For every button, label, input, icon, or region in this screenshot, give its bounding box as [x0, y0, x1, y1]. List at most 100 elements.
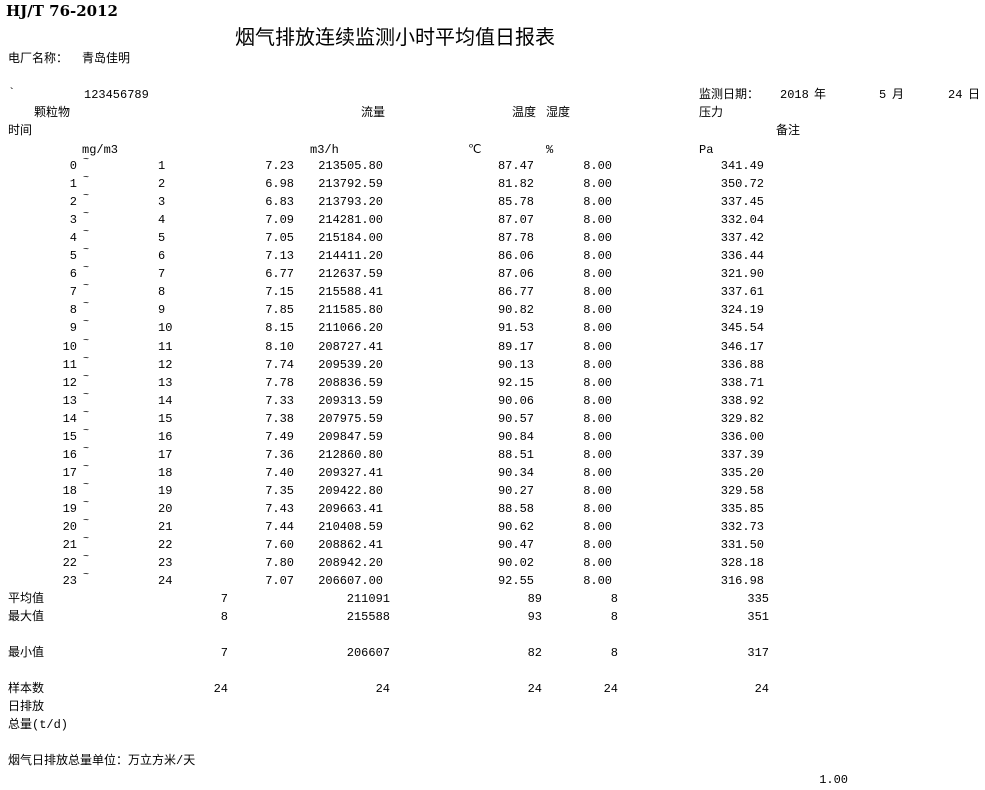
report-title: 烟气排放连续监测小时平均值日报表	[235, 25, 555, 49]
tilde-mark: ~	[83, 335, 90, 347]
min-humidity: 8	[610, 646, 618, 660]
hour-end: 1	[158, 159, 166, 173]
temperature-value: 90.06	[497, 393, 534, 408]
humidity-value: 8.00	[583, 357, 612, 372]
humidity-value: 8.00	[583, 303, 612, 318]
particulate-value: 7.60	[265, 538, 294, 553]
hour-end: 16	[158, 429, 173, 444]
temperature-value: 90.34	[497, 465, 534, 480]
pressure-value: 331.50	[720, 538, 764, 553]
unit-flow: m3/h	[310, 143, 339, 157]
flow-value: 208942.20	[318, 556, 383, 571]
particulate-value: 7.40	[265, 465, 294, 480]
hour-start: 5	[69, 249, 77, 264]
tilde-mark: ~	[83, 425, 90, 437]
humidity-value: 8.00	[583, 393, 612, 408]
particulate-value: 7.80	[265, 556, 294, 571]
particulate-value: 8.10	[265, 339, 294, 354]
hour-start: 7	[69, 285, 77, 300]
particulate-value: 7.23	[265, 159, 294, 173]
humidity-value: 8.00	[583, 411, 612, 426]
day: 24	[948, 88, 963, 102]
tilde-mark: ~	[83, 443, 90, 455]
humidity-value: 8.00	[583, 231, 612, 246]
tilde-mark: ~	[83, 317, 90, 329]
unit-humidity: %	[546, 143, 554, 157]
humidity-value: 8.00	[583, 501, 612, 516]
hour-end: 11	[158, 339, 173, 354]
temperature-value: 87.07	[497, 213, 534, 228]
pressure-value: 336.00	[720, 429, 764, 444]
flow-value: 208836.59	[318, 375, 383, 390]
flow-value: 209663.41	[318, 501, 383, 516]
hour-end: 6	[158, 249, 166, 264]
temperature-value: 92.15	[497, 375, 534, 390]
temperature-value: 90.84	[497, 429, 534, 444]
hour-start: 23	[62, 574, 77, 589]
pressure-value: 338.71	[720, 375, 764, 390]
particulate-value: 7.15	[265, 285, 294, 300]
standard-code: HJ/T 76-2012	[6, 2, 118, 20]
unit-pressure: Pa	[699, 143, 714, 157]
average-pressure: 335	[747, 592, 769, 606]
average-label: 平均值	[8, 592, 45, 606]
hour-start: 13	[62, 393, 77, 408]
flow-value: 215184.00	[318, 231, 383, 246]
tilde-mark: ~	[83, 461, 90, 473]
min-pressure: 317	[747, 646, 769, 660]
flow-value: 213505.80	[318, 159, 383, 173]
temperature-value: 86.77	[497, 285, 534, 300]
humidity-value: 8.00	[583, 249, 612, 264]
hour-end: 22	[158, 538, 173, 553]
year-unit: 年	[814, 88, 827, 102]
flow-value: 210408.59	[318, 520, 383, 534]
flow-value: 209539.20	[318, 357, 383, 372]
pressure-value: 332.73	[720, 520, 764, 534]
tilde-mark: ~	[83, 353, 90, 365]
temperature-value: 90.47	[497, 538, 534, 553]
temperature-value: 89.17	[497, 339, 534, 354]
min-label: 最小值	[8, 646, 45, 660]
hour-start: 11	[62, 357, 77, 372]
particulate-value: 7.09	[265, 213, 294, 228]
flow-value: 211066.20	[318, 321, 383, 336]
plant-label: 电厂名称：	[8, 52, 69, 66]
humidity-value: 8.00	[583, 267, 612, 282]
particulate-value: 7.38	[265, 411, 294, 426]
col-pressure: 压力	[699, 106, 724, 120]
max-particulate: 8	[220, 610, 228, 624]
pressure-value: 346.17	[720, 339, 764, 354]
min-flow: 206607	[346, 646, 390, 660]
particulate-value: 7.35	[265, 483, 294, 498]
pressure-value: 337.39	[720, 447, 764, 462]
hour-start: 4	[69, 231, 77, 246]
flow-value: 214281.00	[318, 213, 383, 228]
average-temperature: 89	[527, 592, 542, 606]
flow-value: 209327.41	[318, 465, 383, 480]
flow-value: 215588.41	[318, 285, 383, 300]
samples-pressure: 24	[754, 682, 769, 696]
pressure-value: 338.92	[720, 393, 764, 408]
temperature-value: 88.58	[497, 501, 534, 516]
tilde-mark: ~	[83, 245, 90, 257]
hour-start: 16	[62, 447, 77, 462]
temperature-value: 87.47	[497, 159, 534, 173]
hour-start: 2	[69, 195, 77, 210]
daily-total-label: 总量(t/d)	[8, 718, 69, 732]
hour-start: 20	[62, 520, 77, 534]
particulate-value: 7.05	[265, 231, 294, 246]
hour-end: 3	[158, 195, 166, 210]
hour-end: 2	[158, 177, 166, 192]
flow-value: 212860.80	[318, 447, 383, 462]
temperature-value: 85.78	[497, 195, 534, 210]
hour-start: 22	[62, 556, 77, 571]
humidity-value: 8.00	[583, 375, 612, 390]
particulate-value: 7.36	[265, 447, 294, 462]
temperature-value: 90.13	[497, 357, 534, 372]
footer-value: 1.00	[819, 773, 848, 787]
min-temperature: 82	[527, 646, 542, 660]
hour-end: 4	[158, 213, 166, 228]
tilde-mark: ~	[83, 479, 90, 491]
particulate-value: 6.98	[265, 177, 294, 192]
